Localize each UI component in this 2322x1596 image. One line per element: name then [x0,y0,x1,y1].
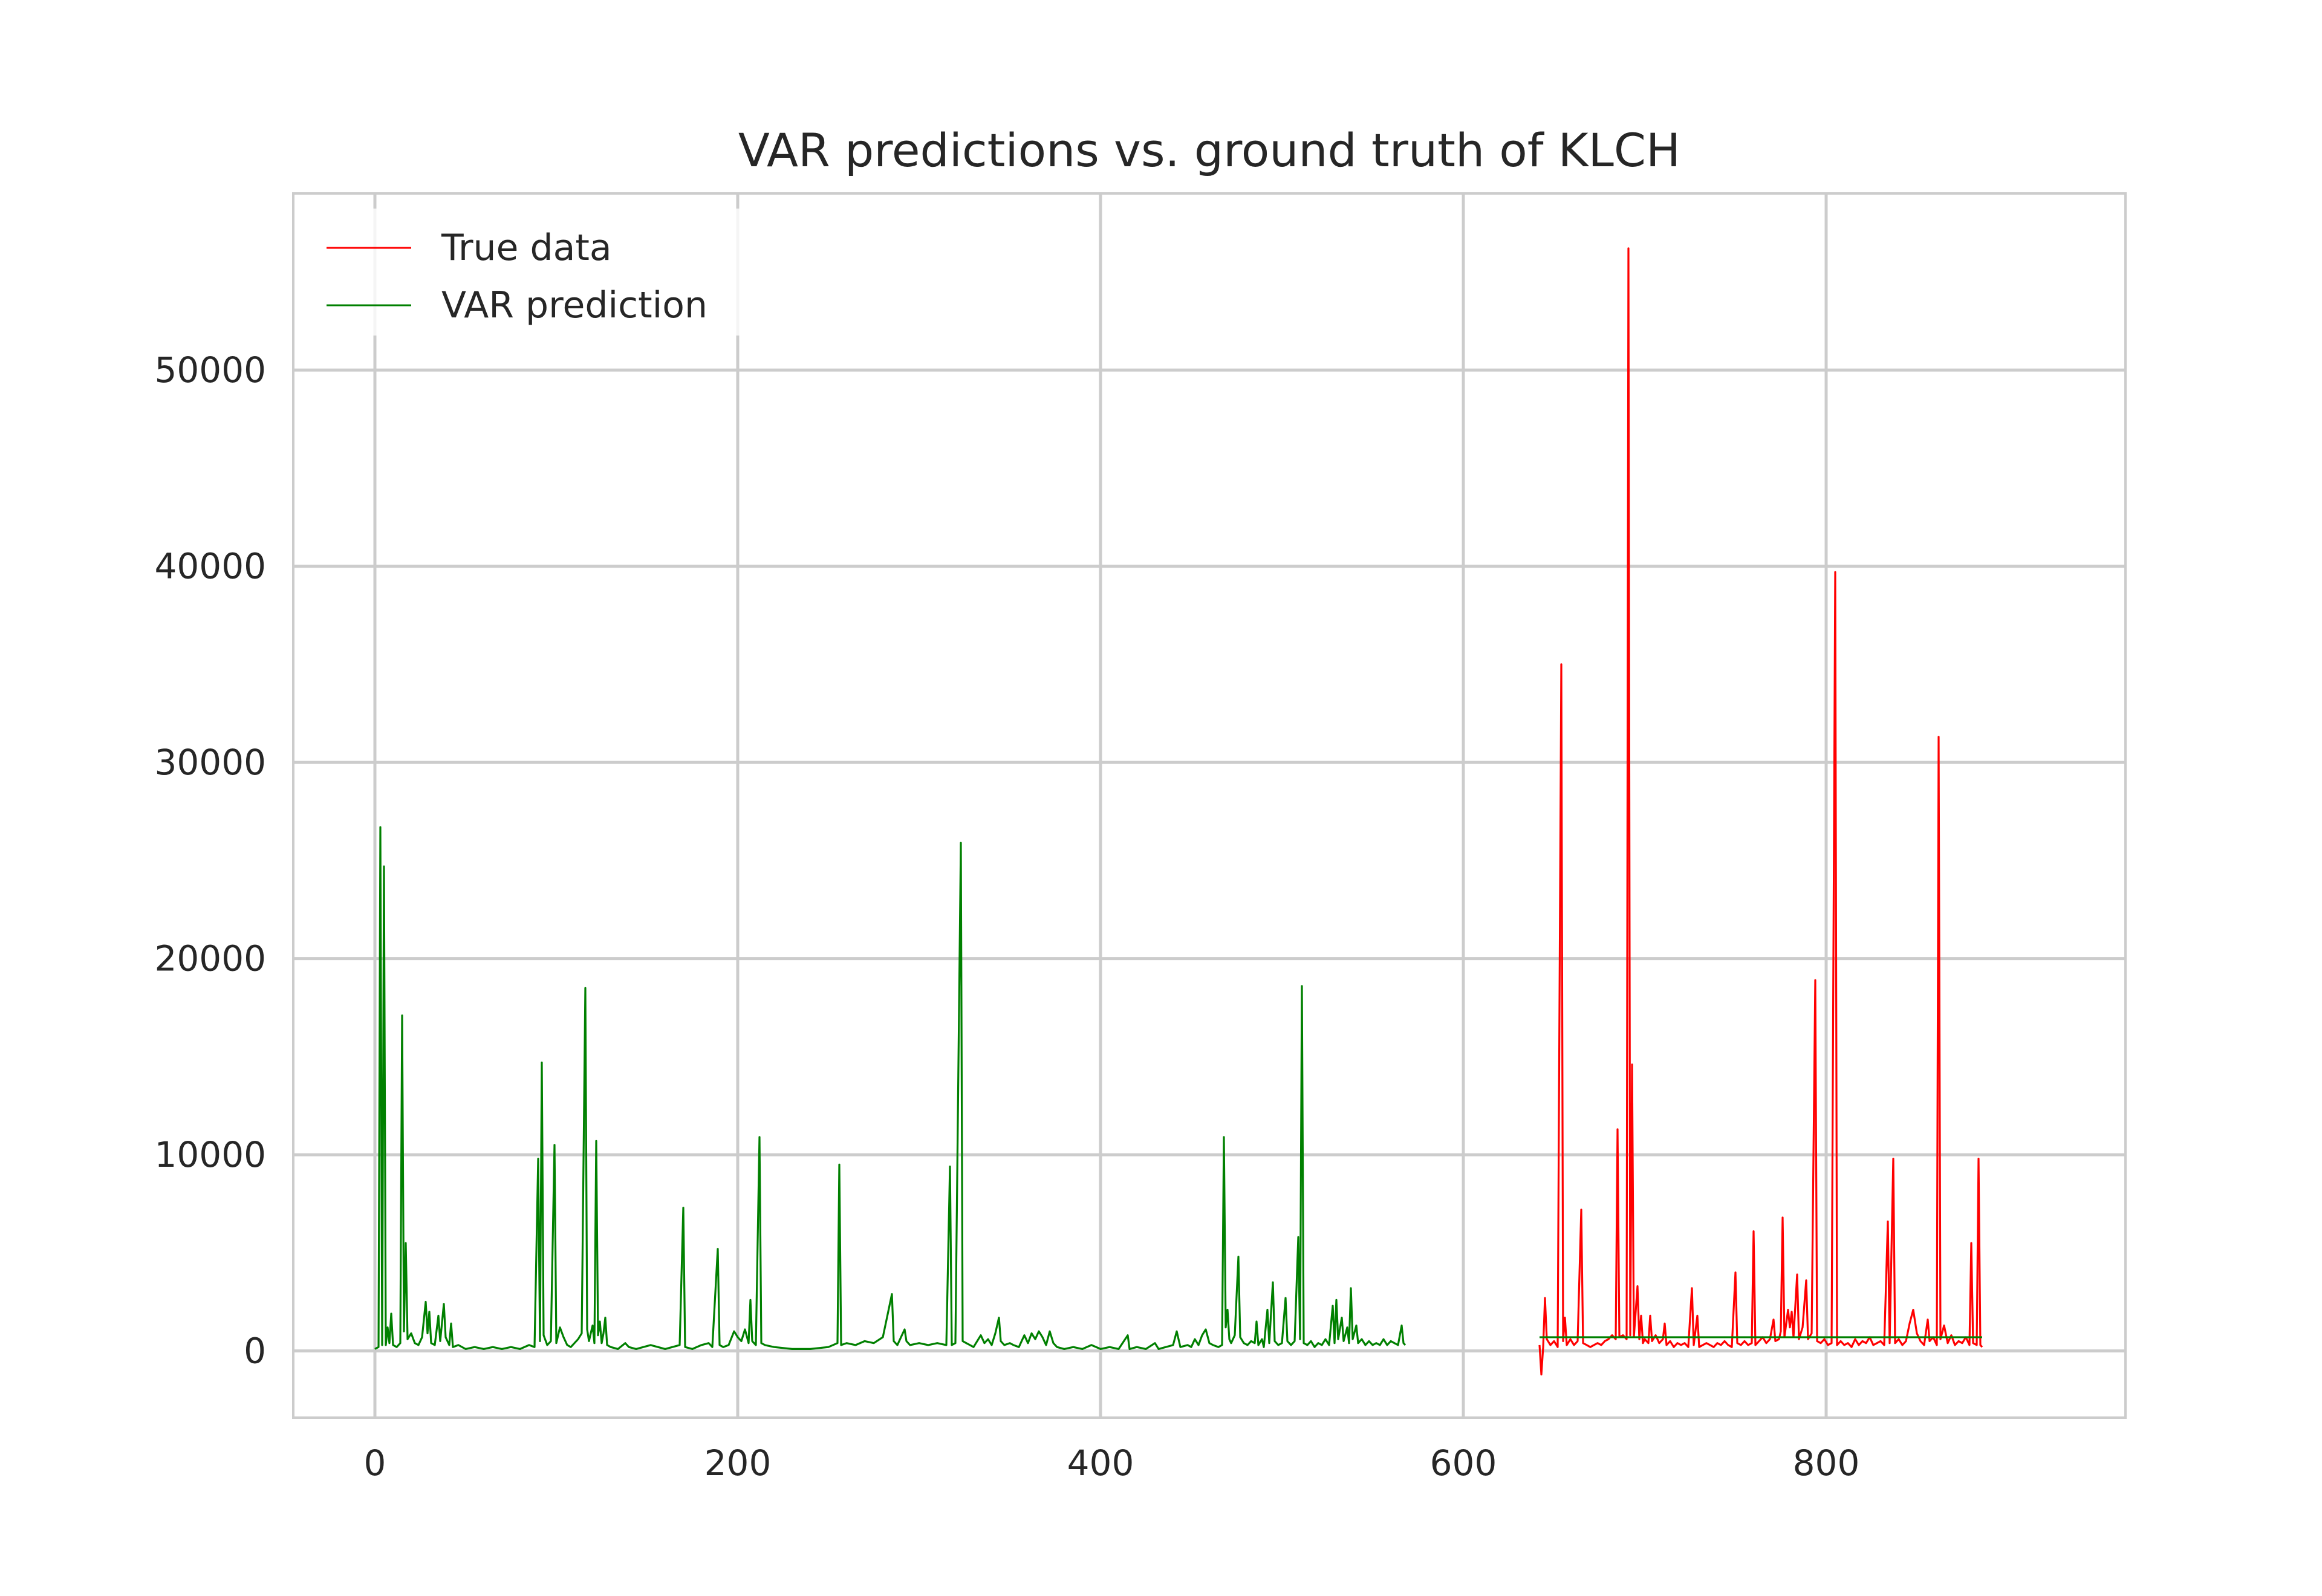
series-lines [374,247,1983,1376]
legend-label-var-prediction: VAR prediction [441,284,707,326]
chart-title: VAR predictions vs. ground truth of KLCH [738,123,1680,177]
y-tick-label: 10000 [154,1134,266,1175]
grid [293,193,2125,1418]
y-tick-label: 30000 [154,742,266,783]
legend: True data VAR prediction [308,209,768,336]
x-tick-label: 600 [1430,1442,1497,1484]
series-line-var-prediction [374,826,1407,1350]
series-line-true-data [1538,247,1983,1376]
y-tick-label: 20000 [154,938,266,979]
y-tick-label: 40000 [154,546,266,587]
y-tick-label: 50000 [154,349,266,391]
x-tick-label: 800 [1793,1442,1860,1484]
legend-box [308,209,768,336]
x-tick-label: 0 [364,1442,386,1484]
x-tick-label: 200 [704,1442,772,1484]
tick-labels: 0 200 400 600 800 0 10000 20000 30000 40000 50000 [154,349,1859,1484]
y-tick-label: 0 [244,1331,266,1372]
legend-label-true-data: True data [441,227,612,269]
plot-frame [292,192,2127,1419]
x-tick-label: 400 [1067,1442,1134,1484]
